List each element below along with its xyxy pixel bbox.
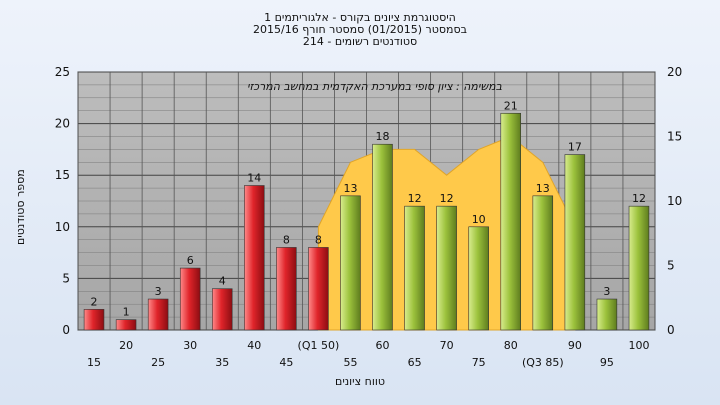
bar bbox=[372, 143, 393, 331]
bar-value-label: 14 bbox=[247, 172, 261, 185]
bar-value-label: 13 bbox=[343, 182, 357, 195]
bar bbox=[564, 154, 586, 331]
x-tick-label: 65 bbox=[408, 356, 422, 369]
bar-value-label: 8 bbox=[283, 233, 290, 246]
bar-value-label: 12 bbox=[632, 192, 646, 205]
bar-value-label: 1 bbox=[123, 306, 130, 319]
x-tick-label: 100 bbox=[628, 339, 649, 352]
x-tick-label: 15 bbox=[87, 356, 101, 369]
bar bbox=[83, 309, 105, 331]
x-tick-label: (Q3 85) bbox=[522, 356, 564, 369]
x-tick-label: 60 bbox=[376, 339, 390, 352]
chart-annotation: במשימה : ציון סופי במערכת האקדמית במחשב … bbox=[247, 80, 503, 93]
y-tick-label: 10 bbox=[55, 220, 70, 234]
chart-title-line-2: בסמסטר (01/2015) סמסטר חורף 2015/16 bbox=[253, 23, 467, 36]
bar-value-label: 3 bbox=[603, 285, 610, 298]
bar bbox=[500, 112, 521, 331]
y2-tick-label: 20 bbox=[667, 65, 682, 79]
x-tick-label: 40 bbox=[247, 339, 261, 352]
y2-tick-label: 15 bbox=[667, 130, 682, 144]
bar-value-label: 13 bbox=[536, 182, 550, 195]
x-tick-label: 30 bbox=[183, 339, 197, 352]
y-axis-title: מספר סטודנטים bbox=[14, 169, 27, 245]
x-tick-label: 35 bbox=[215, 356, 229, 369]
x-axis-title: טווח ציונים bbox=[335, 375, 385, 388]
bar bbox=[276, 247, 297, 331]
chart-title-line-1: היסטוגרמת ציונים בקורס - אלגוריתמים 1 bbox=[264, 11, 456, 24]
y2-tick-label: 0 bbox=[667, 323, 675, 337]
bar-value-label: 21 bbox=[504, 99, 518, 112]
bar bbox=[532, 195, 554, 331]
x-tick-label: 70 bbox=[440, 339, 454, 352]
bar-value-label: 17 bbox=[568, 141, 582, 154]
x-tick-label: 75 bbox=[472, 356, 486, 369]
bar bbox=[212, 288, 233, 331]
bar bbox=[179, 267, 201, 331]
bar-value-label: 18 bbox=[376, 130, 390, 143]
chart-title-line-3: סטודנטים רשומים - 214 bbox=[302, 35, 418, 48]
bar bbox=[147, 298, 169, 331]
bar bbox=[115, 319, 137, 331]
bar-value-label: 10 bbox=[472, 213, 486, 226]
bar bbox=[596, 298, 618, 331]
bar bbox=[468, 226, 489, 331]
bar-value-label: 4 bbox=[219, 275, 226, 288]
y-tick-label: 20 bbox=[55, 117, 70, 131]
bar-value-label: 6 bbox=[187, 254, 194, 267]
bar-value-label: 12 bbox=[408, 192, 422, 205]
x-tick-label: 80 bbox=[504, 339, 518, 352]
bar bbox=[340, 195, 361, 331]
bar-value-label: 8 bbox=[315, 233, 322, 246]
bar bbox=[436, 205, 457, 331]
y-tick-label: 25 bbox=[55, 65, 70, 79]
y2-tick-label: 5 bbox=[667, 259, 675, 273]
bar bbox=[244, 185, 265, 331]
x-tick-label: 95 bbox=[600, 356, 614, 369]
y-tick-label: 15 bbox=[55, 168, 70, 182]
x-tick-label: 55 bbox=[343, 356, 357, 369]
x-tick-label: 45 bbox=[279, 356, 293, 369]
bar bbox=[308, 247, 329, 331]
x-tick-label: 20 bbox=[119, 339, 133, 352]
y-tick-label: 5 bbox=[62, 271, 70, 285]
bar-value-label: 3 bbox=[155, 285, 162, 298]
bar bbox=[404, 205, 425, 331]
y-tick-label: 0 bbox=[62, 323, 70, 337]
x-tick-label: (Q1 50) bbox=[298, 339, 340, 352]
x-tick-label: 25 bbox=[151, 356, 165, 369]
x-tick-label: 90 bbox=[568, 339, 582, 352]
bar-value-label: 2 bbox=[91, 295, 98, 308]
bar-value-label: 12 bbox=[440, 192, 454, 205]
bar bbox=[628, 205, 650, 331]
y2-tick-label: 10 bbox=[667, 194, 682, 208]
